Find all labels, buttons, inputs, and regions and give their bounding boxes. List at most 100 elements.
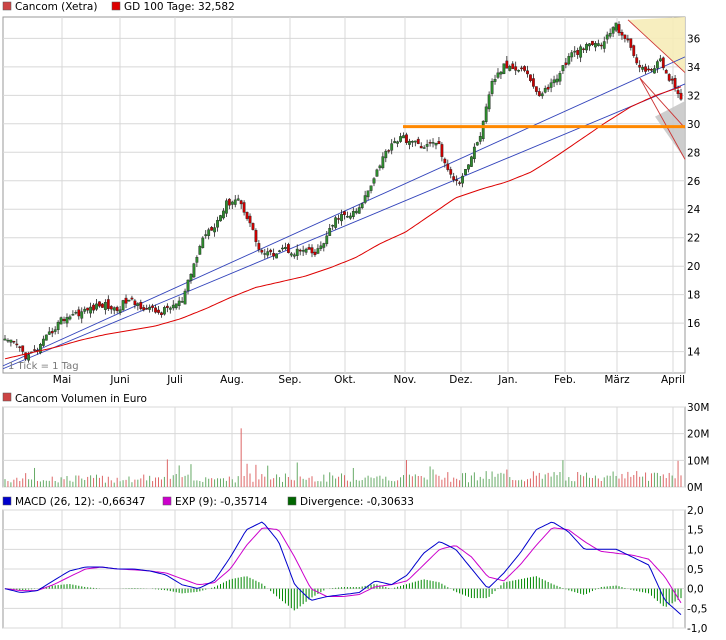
candle-body	[286, 244, 290, 253]
candle-body	[564, 62, 568, 66]
candle-body	[443, 158, 447, 164]
candle-body	[216, 219, 219, 228]
candle-body	[508, 66, 512, 71]
candle-body	[53, 329, 57, 332]
candle-body	[481, 120, 485, 140]
trend-line-long-lower	[2, 83, 686, 370]
candle-body	[281, 247, 284, 250]
candle-body	[289, 253, 293, 256]
candle-body	[552, 79, 556, 84]
price-gridlines	[3, 17, 685, 373]
candle-body	[124, 297, 128, 304]
candle-body	[455, 179, 459, 181]
candle-body	[68, 316, 72, 320]
candle-body	[103, 302, 107, 310]
macd-y-tick-label: -1,0	[687, 623, 708, 635]
price-legend-swatch	[2, 1, 12, 11]
candle-body	[655, 61, 659, 69]
candle-body	[236, 198, 240, 201]
gd-legend-swatch	[111, 1, 121, 11]
candle-body	[410, 141, 414, 143]
candle-body	[133, 300, 137, 306]
candle-body	[428, 142, 432, 144]
channel-mid-line	[639, 77, 686, 129]
candle-body	[180, 301, 184, 303]
candle-body	[343, 211, 346, 215]
candle-body	[337, 218, 340, 220]
candle-body	[591, 40, 594, 46]
candle-body	[437, 141, 441, 145]
candle-body	[496, 72, 500, 78]
candle-body	[478, 135, 482, 142]
candle-body	[505, 60, 509, 69]
candle-body	[254, 230, 258, 242]
volume-y-tick-label: 10M	[687, 455, 709, 467]
candle-body	[222, 210, 225, 219]
x-tick-label: März	[604, 374, 630, 386]
macd-y-tick-label: 0,5	[687, 564, 704, 576]
volume-y-tick-label: 0M	[687, 482, 703, 494]
candle-body	[396, 141, 400, 144]
candle-body	[142, 307, 146, 311]
candle-body	[186, 279, 190, 291]
candle-body	[582, 48, 585, 50]
volume-y-tick-label: 20M	[687, 429, 709, 441]
candle-body	[387, 150, 391, 152]
candle-body	[310, 247, 314, 254]
candle-body	[470, 156, 473, 167]
candle-body	[145, 308, 149, 310]
candle-body	[653, 68, 656, 74]
candle-body	[230, 201, 234, 205]
candle-body	[56, 321, 60, 330]
candle-body	[204, 234, 208, 237]
x-tick-label: Feb.	[554, 374, 576, 386]
volume-bars	[4, 428, 682, 487]
candle-body	[39, 344, 42, 353]
candle-body	[83, 308, 87, 312]
candle-body	[661, 57, 665, 69]
candle-body	[6, 339, 10, 342]
candle-body	[183, 290, 187, 305]
candle-body	[269, 249, 273, 253]
candle-body	[635, 57, 639, 64]
gd-legend-label: GD 100 Tage: 32,582	[124, 1, 235, 13]
candle-body	[62, 318, 66, 322]
candle-body	[18, 346, 22, 348]
candle-body	[644, 66, 647, 72]
candle-body	[41, 338, 45, 346]
candle-body	[139, 301, 143, 309]
divergence-bars	[7, 576, 682, 611]
candle-body	[346, 216, 349, 218]
candle-body	[484, 106, 488, 122]
candle-body	[284, 246, 287, 249]
candle-body	[201, 237, 205, 248]
candle-body	[576, 50, 580, 55]
candle-body	[608, 33, 612, 37]
trend-channel-upper	[628, 17, 685, 73]
x-tick-label: Mai	[53, 374, 71, 386]
candle-body	[378, 165, 382, 169]
candle-body	[109, 306, 113, 310]
candle-body	[348, 215, 352, 219]
exp-legend-label: EXP (9): -0,35714	[175, 496, 268, 508]
macd-y-tick-label: 2,0	[687, 505, 704, 517]
candle-body	[168, 307, 172, 310]
candle-body	[295, 248, 299, 256]
candle-body	[9, 339, 13, 343]
candle-body	[177, 300, 181, 306]
candle-body	[416, 138, 420, 144]
candle-body	[419, 145, 423, 149]
macd-panel: -1,0 -0,5 0,0 0,5 1,0 1,5 2,0	[2, 505, 708, 635]
candle-body	[351, 210, 355, 217]
candle-body	[620, 31, 624, 36]
price-y-axis: 14 16 18 20 22 24 26 28 30 32 34 36	[687, 33, 701, 358]
candle-body	[219, 215, 222, 222]
volume-legend-swatch	[2, 392, 12, 402]
candle-body	[47, 331, 51, 335]
price-y-tick-label: 26	[687, 176, 701, 188]
candle-body	[546, 86, 550, 90]
candle-body	[263, 253, 267, 255]
candle-body	[322, 243, 326, 248]
candle-body	[499, 71, 503, 75]
candle-body	[393, 141, 397, 144]
